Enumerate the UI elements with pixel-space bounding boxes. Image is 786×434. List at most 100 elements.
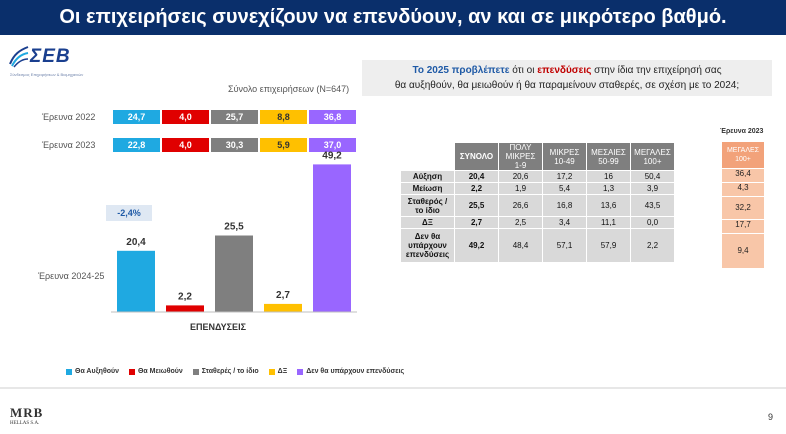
table-cell: 2,2 bbox=[454, 182, 499, 195]
row-label: Μείωση bbox=[400, 182, 455, 195]
side-title: Έρευνα 2023 bbox=[720, 128, 764, 135]
bar-dk bbox=[264, 303, 302, 312]
bar-decrease bbox=[166, 305, 204, 312]
side-cell: 36,4 bbox=[722, 169, 764, 182]
table-header: ΜΕΣΑΙΕΣ 50-99 bbox=[586, 142, 631, 171]
table-cell: 20,4 bbox=[454, 170, 499, 183]
seg-2023-decrease: 4,0 bbox=[162, 138, 209, 152]
side-cell: 9,4 bbox=[722, 234, 764, 268]
table-cell: 11,1 bbox=[586, 216, 631, 229]
seg-2023-increase: 22,8 bbox=[113, 138, 160, 152]
table-cell: 13,6 bbox=[586, 194, 631, 217]
seg-2023-dk: 5,9 bbox=[260, 138, 307, 152]
legend-label: Θα Αυξηθούν bbox=[75, 368, 119, 375]
table-cell: 0,0 bbox=[630, 216, 675, 229]
table-row: ΔΞ 2,7 2,5 3,4 11,1 0,0 bbox=[400, 216, 675, 229]
legend: Θα Αυξηθούν Θα Μειωθούν Σταθερές / το ίδ… bbox=[66, 368, 404, 375]
side-column: ΜΕΓΑΛΕΣ 100+ 36,4 4,3 32,2 17,7 9,4 bbox=[722, 142, 764, 269]
question-note: Το 2025 προβλέπετε ότι οι επενδύσεις στη… bbox=[362, 60, 772, 96]
table-cell: 5,4 bbox=[542, 182, 587, 195]
table-cell: 50,4 bbox=[630, 170, 675, 183]
stacked-bar-2022: 24,7 4,0 25,7 8,8 36,8 bbox=[113, 110, 356, 124]
table-cell: 20,6 bbox=[498, 170, 543, 183]
legend-label: Δεν θα υπάρχουν επενδύσεις bbox=[306, 368, 405, 375]
note-part4: στην ίδια την επιχείρησή σας bbox=[591, 65, 722, 76]
table-cell: 1,3 bbox=[586, 182, 631, 195]
table-cell: 49,2 bbox=[454, 228, 499, 263]
bar-value-label: 2,7 bbox=[276, 290, 290, 301]
table-cell: 2,7 bbox=[454, 216, 499, 229]
note-part3: επενδύσεις bbox=[537, 65, 592, 76]
note-part1: Το 2025 προβλέπετε bbox=[412, 65, 510, 76]
side-cell: 17,7 bbox=[722, 220, 764, 233]
table-corner bbox=[400, 142, 455, 171]
page-number: 9 bbox=[768, 412, 774, 422]
legend-item-decrease: Θα Μειωθούν bbox=[128, 368, 183, 375]
table-cell: 16,8 bbox=[542, 194, 587, 217]
legend-label: Σταθερές / το ίδιο bbox=[201, 368, 259, 375]
bar-value-label: 20,4 bbox=[126, 237, 146, 248]
row-label: Δεν θα υπάρχουν επενδύσεις bbox=[400, 228, 455, 263]
legend-item-dk: ΔΞ bbox=[268, 368, 288, 375]
seb-logo-icon bbox=[9, 46, 29, 68]
seg-2022-stable: 25,7 bbox=[211, 110, 258, 124]
logo-subtitle: Σύνδεσμος Επιχειρήσεων & Βιομηχανιών bbox=[10, 72, 84, 77]
legend-swatch-dk bbox=[268, 368, 275, 375]
table-cell: 26,6 bbox=[498, 194, 543, 217]
row-label: Αύξηση bbox=[400, 170, 455, 183]
survey-2024-25-label: Έρευνα 2024-25 bbox=[38, 271, 105, 281]
legend-label: ΔΞ bbox=[277, 368, 288, 375]
table-cell: 43,5 bbox=[630, 194, 675, 217]
survey-2023-label: Έρευνα 2023 bbox=[42, 140, 96, 150]
seb-logo: ΣΕΒ Σύνδεσμος Επιχειρήσεων & Βιομηχανιών bbox=[8, 44, 83, 77]
table-header: ΜΕΓΑΛΕΣ 100+ bbox=[630, 142, 675, 171]
seg-2023-none: 37,0 bbox=[309, 138, 356, 152]
legend-swatch-increase bbox=[66, 368, 72, 375]
breakdown-table: ΣΥΝΟΛΟ ΠΟΛΥ ΜΙΚΡΕΣ 1-9 ΜΙΚΡΕΣ 10-49 ΜΕΣΑ… bbox=[400, 142, 675, 263]
table-cell: 3,4 bbox=[542, 216, 587, 229]
table-row: Αύξηση 20,4 20,6 17,2 16 50,4 bbox=[400, 170, 675, 183]
bar-value-label: 25,5 bbox=[224, 222, 244, 233]
total-label: Σύνολο επιχειρήσεων (N=647) bbox=[228, 84, 350, 94]
table-cell: 17,2 bbox=[542, 170, 587, 183]
page-title: Οι επιχειρήσεις συνεχίζουν να επενδύουν,… bbox=[0, 0, 786, 35]
logo-name: ΣΕΒ bbox=[30, 46, 71, 67]
table-cell: 57,9 bbox=[586, 228, 631, 263]
side-cell: 4,3 bbox=[722, 183, 764, 196]
table-cell: 1,9 bbox=[498, 182, 543, 195]
table-header: ΜΙΚΡΕΣ 10-49 bbox=[542, 142, 587, 171]
mrb-logo-sub: HELLAS S.A. bbox=[10, 421, 40, 426]
seg-2022-decrease: 4,0 bbox=[162, 110, 209, 124]
side-header: ΜΕΓΑΛΕΣ 100+ bbox=[722, 142, 764, 168]
seg-2022-dk: 8,8 bbox=[260, 110, 307, 124]
legend-swatch-none bbox=[297, 368, 304, 375]
table-cell: 2,5 bbox=[498, 216, 543, 229]
legend-swatch-stable bbox=[192, 368, 199, 375]
bar-value-label: 49,2 bbox=[322, 150, 342, 161]
x-axis-label: ΕΠΕΝΔΥΣΕΙΣ bbox=[190, 322, 246, 332]
bar-increase bbox=[117, 250, 155, 312]
bar-value-label: 2,2 bbox=[178, 291, 192, 302]
change-badge: -2,4% bbox=[106, 205, 152, 221]
legend-item-none: Δεν θα υπάρχουν επενδύσεις bbox=[297, 368, 404, 375]
table-cell: 48,4 bbox=[498, 228, 543, 263]
side-cell: 32,2 bbox=[722, 197, 764, 219]
mrb-logo-name: MRB bbox=[10, 405, 44, 420]
table-header: ΣΥΝΟΛΟ bbox=[454, 142, 499, 171]
table-cell: 25,5 bbox=[454, 194, 499, 217]
footer-divider bbox=[0, 387, 786, 389]
seg-2023-stable: 30,3 bbox=[211, 138, 258, 152]
seg-2022-increase: 24,7 bbox=[113, 110, 160, 124]
table-cell: 2,2 bbox=[630, 228, 675, 263]
table-row: Δεν θα υπάρχουν επενδύσεις 49,2 48,4 57,… bbox=[400, 228, 675, 263]
mrb-logo: MRB HELLAS S.A. bbox=[10, 405, 43, 426]
seg-2022-none: 36,8 bbox=[309, 110, 356, 124]
bar-stable bbox=[215, 235, 253, 312]
table-row: Σταθερός / το ίδιο 25,5 26,6 16,8 13,6 4… bbox=[400, 194, 675, 217]
stacked-bar-2023: 22,8 4,0 30,3 5,9 37,0 bbox=[113, 138, 356, 152]
table-cell: 57,1 bbox=[542, 228, 587, 263]
table-row: Μείωση 2,2 1,9 5,4 1,3 3,9 bbox=[400, 182, 675, 195]
legend-label: Θα Μειωθούν bbox=[137, 368, 183, 375]
survey-2022-label: Έρευνα 2022 bbox=[42, 112, 96, 122]
